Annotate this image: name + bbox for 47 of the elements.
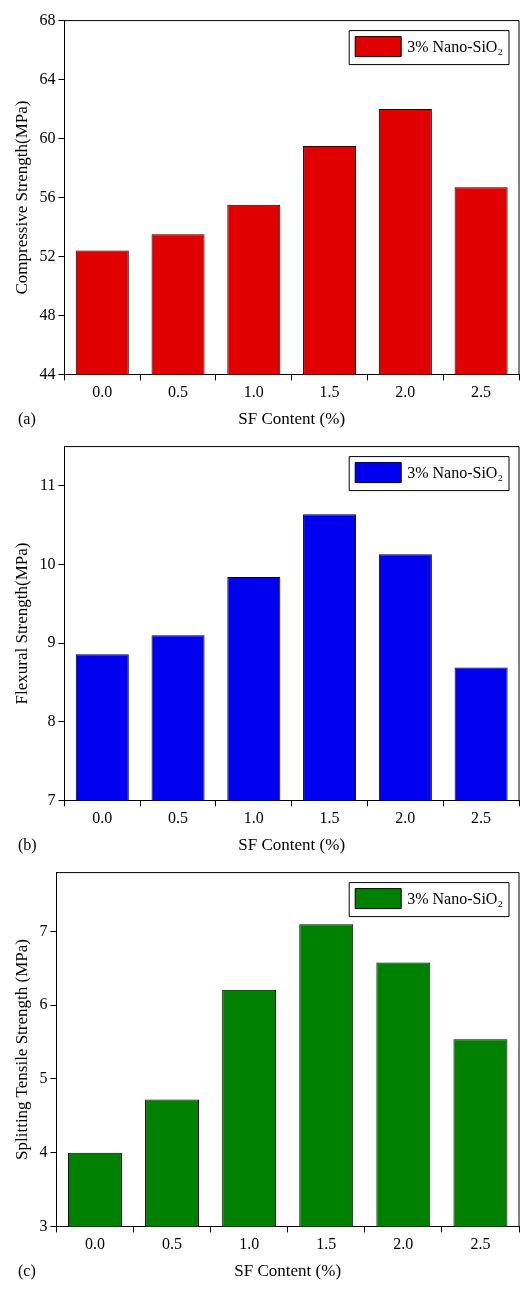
y-tick-label: 52 [39,246,56,264]
y-tick-label: 5 [39,1069,48,1087]
x-tick-label: 1.5 [316,1235,337,1253]
x-tick-label: 0.0 [84,1235,105,1253]
legend-label: 3% Nano-SiO₂ [407,889,504,907]
legend-label: 3% Nano-SiO₂ [407,37,504,55]
x-tick-label: 2.5 [471,809,492,827]
y-tick-label: 4 [39,1142,48,1160]
x-tick-label: 2.0 [393,1235,414,1253]
x-tick-label: 1.0 [243,383,264,401]
text: (b) [18,836,37,855]
y-tick-label: 3 [39,1216,48,1234]
y-tick-label: 6 [39,995,48,1013]
x-tick-label: 1.5 [319,809,340,827]
x-tick-label: 1.0 [243,809,264,827]
x-tick-label: 2.5 [471,383,492,401]
y-tick-label: 9 [47,633,56,651]
x-tick-label: 2.0 [395,383,416,401]
x-axis-title: SF Content (%) [234,1261,342,1281]
x-tick-label: 0.5 [168,809,189,827]
y-tick-label: 44 [39,364,56,382]
x-axis-title: SF Content (%) [238,409,346,429]
y-axis-title: Splitting Tensile Strength (MPa) [11,939,31,1160]
x-tick-label: 0.5 [162,1235,183,1253]
y-tick-label: 48 [39,305,56,323]
x-tick-label: 1.0 [239,1235,260,1253]
x-tick-label: 0.0 [92,383,113,401]
y-tick-label: 11 [39,476,56,494]
text: (c) [18,1262,36,1281]
y-tick-label: 7 [39,921,48,939]
y-tick-label: 8 [47,711,56,729]
x-axis-title: SF Content (%) [238,835,346,855]
x-tick-label: 2.5 [470,1235,491,1253]
y-tick-label: 64 [39,69,56,87]
y-tick-label: 7 [47,790,56,808]
y-tick-label: 60 [39,128,56,146]
x-tick-label: 2.0 [395,809,416,827]
y-tick-label: 56 [39,187,56,205]
x-tick-label: 0.5 [168,383,189,401]
y-axis-title: Compressive Strength(MPa) [11,100,31,295]
x-tick-label: 1.5 [319,383,340,401]
legend-label: 3% Nano-SiO₂ [407,463,504,481]
y-tick-label: 10 [39,554,56,572]
text: (a) [18,410,36,429]
x-tick-label: 0.0 [92,809,113,827]
y-axis-title: Flexural Strength(MPa) [11,542,31,705]
y-tick-label: 68 [39,10,56,28]
